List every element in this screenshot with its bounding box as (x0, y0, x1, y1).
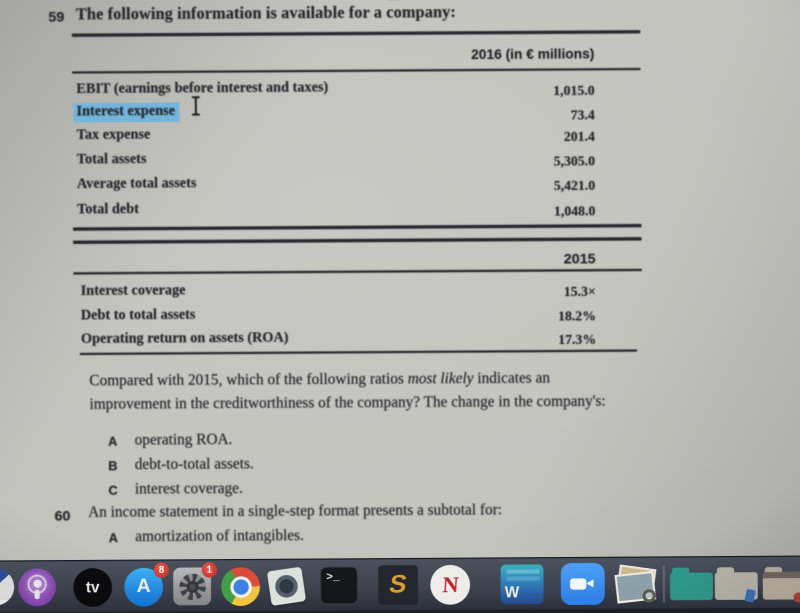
option-letter-60a: A (109, 531, 118, 545)
table-2015-header-rule (73, 269, 641, 275)
row-label: Interest coverage (81, 283, 186, 300)
row-value: 17.3% (558, 331, 596, 348)
table-row: Tax expense 201.4 (77, 124, 595, 148)
magnifier-loupe-glyph (642, 589, 655, 602)
podcasts-stand (35, 590, 40, 599)
podcasts-icon[interactable] (18, 568, 56, 606)
download-speck (793, 592, 800, 602)
terminal-prompt-glyph: >_ (326, 572, 340, 584)
word-icon[interactable]: W (501, 564, 544, 604)
row-value: 1,048.0 (554, 203, 595, 220)
question-60-heading: An income statement in a single-step for… (88, 502, 502, 522)
row-label: Total assets (77, 152, 147, 169)
table-2016-header-rule (72, 68, 640, 74)
text-cursor-ibeam (191, 96, 201, 115)
s-logo-app-icon[interactable]: S (378, 565, 418, 605)
table-2015-top-rule (73, 237, 641, 244)
s-logo-glyph: S (387, 570, 409, 600)
table-row: EBIT (earnings before interest and taxes… (76, 78, 594, 102)
table-top-rule (72, 30, 640, 37)
apple-tv-icon[interactable]: tv (73, 568, 112, 607)
row-label: Operating return on assets (ROA) (81, 330, 289, 348)
chrome-icon[interactable] (221, 567, 260, 606)
app-store-icon[interactable]: A 8 (124, 568, 163, 607)
preview-icon[interactable] (615, 564, 658, 605)
option-letter-a: A (108, 434, 117, 448)
zoom-icon[interactable] (561, 563, 605, 605)
row-label: Average total assets (77, 176, 197, 193)
row-label: Debt to total assets (81, 307, 196, 324)
question-59-heading: The following information is available f… (76, 4, 456, 25)
question-number-60: 60 (54, 507, 70, 523)
row-label: Total debt (77, 202, 139, 219)
folder-icon-teal[interactable] (670, 572, 713, 600)
question-number-59: 59 (48, 8, 64, 24)
netflix-n-glyph: N (441, 571, 459, 598)
table-2015-header: 2015 (392, 250, 596, 268)
settings-badge: 1 (202, 562, 217, 577)
folder-top-bar (763, 572, 800, 578)
option-letter-c: C (108, 483, 117, 497)
option-text-b: debt-to-total assets. (135, 456, 254, 474)
gear-icon (179, 573, 206, 600)
app-store-badge: 8 (154, 563, 169, 578)
row-value: 5,305.0 (554, 153, 595, 170)
table-row: Interest coverage 15.3× (81, 280, 596, 304)
folder-icon-documents[interactable] (715, 572, 758, 600)
table-row: Operating return on assets (ROA) 17.3% (81, 328, 596, 352)
video-camera-lens (586, 579, 593, 587)
option-text-60a: amortization of intangibles. (135, 528, 304, 546)
app-store-glyph: A (137, 576, 151, 599)
option-text-a: operating ROA. (135, 432, 233, 450)
camera-lens-glyph (274, 574, 299, 599)
terminal-icon[interactable]: >_ (320, 566, 358, 604)
question-text-italic: most likely (408, 371, 474, 388)
apple-tv-label: tv (86, 579, 100, 596)
document-speck (744, 589, 755, 603)
table-row: Total debt 1,048.0 (77, 199, 595, 223)
row-label: Tax expense (77, 127, 151, 144)
table-row: Debt to total assets 18.2% (81, 305, 596, 329)
photo-booth-icon[interactable] (267, 567, 306, 606)
row-value: 73.4 (571, 107, 595, 123)
selected-text[interactable]: Interest expense (73, 102, 179, 122)
table-2016-bottom-rule (73, 224, 641, 231)
table-row: Average total assets 5,421.0 (77, 173, 595, 197)
row-label: EBIT (earnings before interest and taxes… (76, 80, 328, 98)
question-text-part1: Compared with 2015, which of the followi… (89, 371, 407, 389)
dock: tv A 8 1 >_ S (0, 555, 800, 612)
table-row: Interest expense 73.4 (76, 100, 594, 124)
netflix-icon[interactable]: N (430, 565, 470, 605)
table-row: Total assets 5,305.0 (77, 149, 595, 173)
word-doc-line (507, 569, 540, 573)
word-w-glyph: W (505, 584, 520, 601)
row-value: 18.2% (558, 308, 596, 325)
option-letter-b: B (108, 459, 117, 473)
row-value: 5,421.0 (554, 177, 595, 194)
folder-icon-downloads[interactable] (763, 572, 800, 600)
row-value: 15.3× (564, 284, 596, 301)
dock-separator (663, 566, 665, 603)
word-doc-line (507, 577, 540, 581)
table-2016-header: 2016 (in € millions) (390, 46, 594, 63)
video-camera-glyph (570, 578, 586, 589)
row-value: 201.4 (564, 128, 595, 145)
chrome-center (230, 576, 252, 598)
option-text-c: interest coverage. (135, 480, 243, 498)
question-59-text: Compared with 2015, which of the followi… (89, 367, 625, 417)
row-value: 1,015.0 (553, 83, 594, 100)
